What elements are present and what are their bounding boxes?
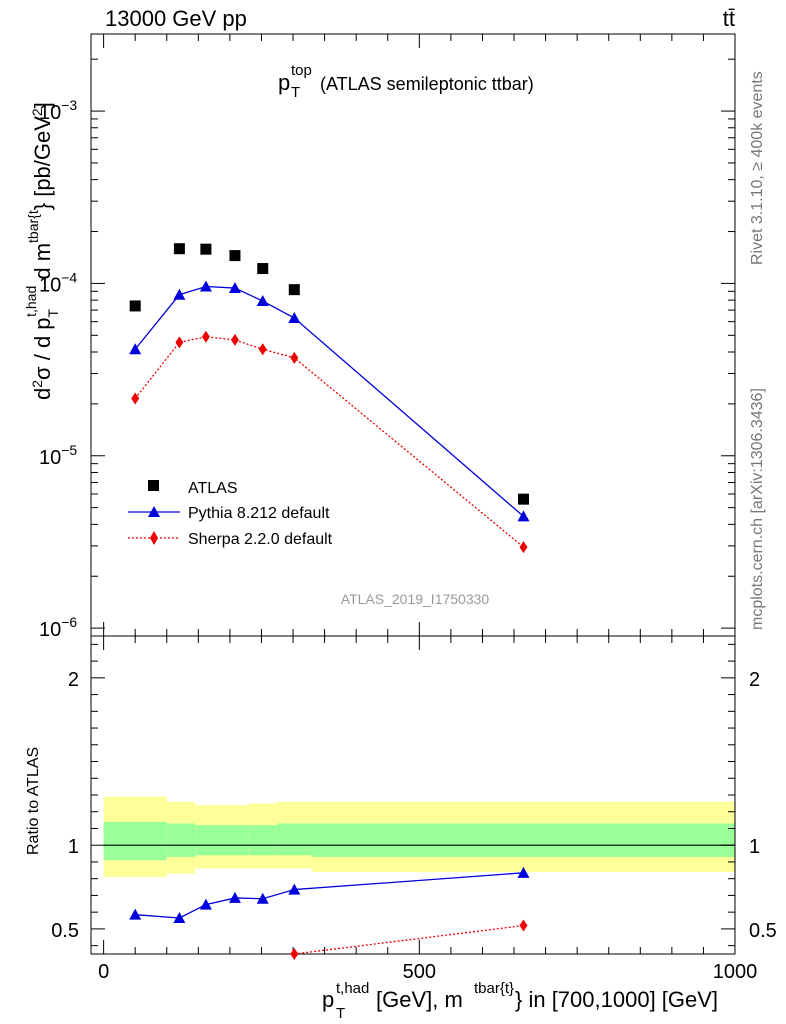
ratio-band-green <box>277 823 312 856</box>
ratio-sherpa-point <box>519 919 528 932</box>
atlas-data-point <box>517 493 529 505</box>
plot-title-sub: T <box>291 84 300 101</box>
pythia-data-point <box>173 288 186 300</box>
ratio-band-green <box>311 823 735 857</box>
ratio-panel: 2 2 1 1 0.5 0.5 0 500 1000 Ratio to ATLAS p T t,… <box>25 635 777 1022</box>
pythia-data-point <box>517 510 530 522</box>
sherpa-data-point <box>131 392 140 405</box>
ratio-xtick-label: 0 <box>98 961 109 983</box>
pythia-data-point <box>256 295 269 307</box>
main-ytick-label: 10−6 <box>39 614 77 641</box>
ratio-xlabel-mid: [GeV], m <box>376 987 463 1012</box>
rivet-label: Rivet 3.1.10, ≥ 400k events <box>749 71 766 265</box>
ratio-band-green <box>195 825 249 856</box>
ratio-xlabel-sup2: tbar{t} <box>474 980 514 997</box>
legend-marker-pythia <box>148 506 160 517</box>
ratio-ylabel: Ratio to ATLAS <box>25 747 42 855</box>
plot-title-sup: top <box>291 62 312 79</box>
atlas-data-point <box>129 300 141 312</box>
atlas-data-point <box>229 250 241 262</box>
ratio-ytick-label: 1 <box>68 836 79 858</box>
ratio-pythia-point <box>129 908 142 920</box>
ratio-band-green <box>103 821 167 861</box>
plot-title-suffix: (ATLAS semileptonic ttbar) <box>320 74 534 94</box>
ratio-xtick-label: 1000 <box>713 961 758 983</box>
ratio-pythia-point <box>288 883 301 895</box>
ratio-sherpa-point <box>290 948 299 960</box>
ratio-pythia-point <box>228 891 241 903</box>
main-ytick-label: 10−4 <box>39 269 77 296</box>
ratio-xlabel-sub: T <box>336 1005 345 1022</box>
pythia-data-point <box>199 280 212 292</box>
ratio-band-green <box>166 823 196 857</box>
main-ylabel: d2σ / d pTt,had d mtbar{t} [pb/GeV2] <box>23 102 61 400</box>
ratio-pythia-point <box>199 898 212 910</box>
sherpa-data-point <box>201 330 210 343</box>
ratio-pythia-point <box>173 912 186 924</box>
ratio-pythia-point <box>517 866 530 878</box>
ratio-pythia-line <box>135 872 524 919</box>
process-label: tt̄ <box>723 6 735 31</box>
sherpa-data-point <box>290 351 299 364</box>
atlas-data-point <box>200 243 212 255</box>
legend-marker-sherpa <box>150 531 158 545</box>
legend-label-pythia: Pythia 8.212 default <box>188 505 330 522</box>
pythia-data-point <box>129 343 142 355</box>
main-ytick-label: 10−3 <box>39 97 77 124</box>
pythia-data-point <box>288 311 301 323</box>
sherpa-data-point <box>258 343 267 356</box>
watermark: ATLAS_2019_I1750330 <box>341 591 490 607</box>
sherpa-data-point <box>519 541 528 554</box>
ratio-ytick-label: 2 <box>68 669 79 691</box>
ratio-ytick-label-right: 1 <box>749 836 760 858</box>
sherpa-data-point <box>175 336 184 349</box>
atlas-data-point <box>288 284 300 296</box>
legend-label-atlas: ATLAS <box>188 480 238 497</box>
legend-label-sherpa: Sherpa 2.2.0 default <box>188 531 333 548</box>
energy-label: 13000 GeV pp <box>105 6 247 31</box>
pythia-data-point <box>228 282 241 294</box>
ratio-xlabel-sup: t,had <box>336 980 369 997</box>
ratio-ytick-label-right: 2 <box>749 669 760 691</box>
ratio-ytick-label: 0.5 <box>51 920 79 942</box>
ratio-xtick-label: 500 <box>403 961 436 983</box>
legend-marker-atlas <box>148 480 159 491</box>
atlas-data-point <box>257 263 269 275</box>
ratio-pythia-point <box>256 892 269 904</box>
sherpa-data-point <box>230 333 239 346</box>
ratio-xlabel-tail: } in [700,1000] [GeV] <box>515 987 718 1012</box>
ratio-band-green <box>248 825 278 856</box>
ratio-xlabel: p <box>322 987 334 1012</box>
atlas-data-point <box>173 243 185 255</box>
ratio-ytick-label-right: 0.5 <box>749 920 777 942</box>
ratio-frame <box>90 635 736 955</box>
main-panel: 10−3 10−4 10−5 10−6 p T top (ATLAS semilept… <box>23 33 736 641</box>
mcplots-label: mcplots.cern.ch [arXiv:1306.3436] <box>749 388 766 630</box>
plot-title: p <box>278 70 290 95</box>
main-ytick-label: 10−5 <box>39 442 77 469</box>
legend: ATLAS Pythia 8.212 default Sherpa 2.2.0 … <box>128 480 333 548</box>
ratio-sherpa-line <box>294 924 524 955</box>
